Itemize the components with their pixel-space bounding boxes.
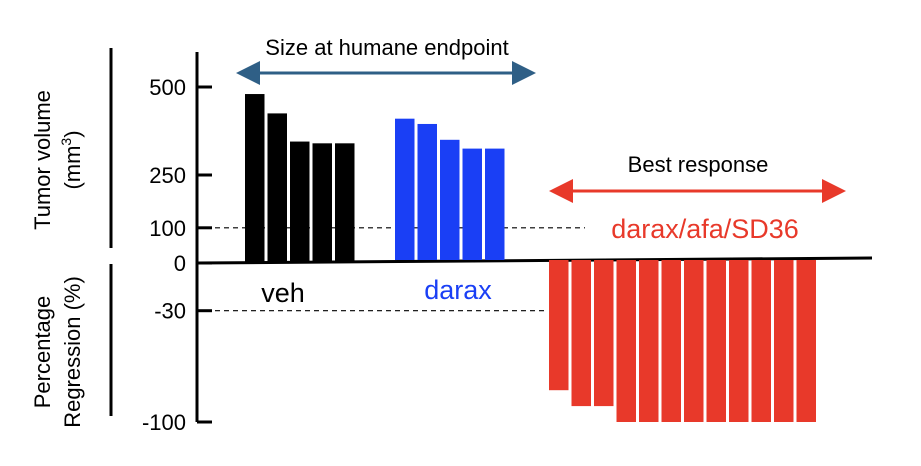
ylabel-bottom-line2: Regression (%) <box>60 276 85 428</box>
y-tick-label: 100 <box>149 216 186 241</box>
bar-veh <box>245 94 265 263</box>
bar-veh <box>335 143 355 263</box>
y-tick-label: 0 <box>174 251 186 276</box>
ylabel-bottom: Percentage Regression (%) <box>30 276 85 428</box>
group-label-darax: darax <box>424 275 492 305</box>
y-tick-label: -100 <box>142 410 186 435</box>
ylabel-top-line1: Tumor volume <box>30 90 55 230</box>
bar-darax <box>417 123 437 261</box>
y-ticks: 500 250 100 0 -30 -100 <box>142 75 212 435</box>
bar-darax-afa-sd36 <box>774 260 794 422</box>
bar-veh <box>312 143 332 263</box>
group-label-triple: darax/afa/SD36 <box>611 214 799 244</box>
bar-darax-afa-sd36 <box>549 260 569 391</box>
y-tick-label: 500 <box>149 75 186 100</box>
bar-darax <box>395 118 415 261</box>
bar-darax-afa-sd36 <box>616 260 636 422</box>
endpoint-annotation: Size at humane endpoint <box>265 35 508 60</box>
bar-darax-afa-sd36 <box>639 260 659 422</box>
bar-darax-afa-sd36 <box>706 260 726 422</box>
bar-veh <box>267 113 287 263</box>
bar-darax-afa-sd36 <box>594 260 614 407</box>
bar-darax-afa-sd36 <box>571 260 591 407</box>
ylabel-top-line2: (mm3) <box>58 130 85 189</box>
ylabel-top: Tumor volume (mm3) <box>30 90 85 230</box>
bar-veh <box>290 141 310 263</box>
bars <box>245 94 816 422</box>
response-annotation: Best response <box>628 152 769 177</box>
bar-darax <box>485 148 505 260</box>
y-tick-label: 250 <box>149 163 186 188</box>
bar-darax-afa-sd36 <box>751 260 771 422</box>
bar-darax-afa-sd36 <box>661 260 681 422</box>
bar-darax <box>440 139 460 260</box>
bar-darax <box>462 148 482 260</box>
bar-darax-afa-sd36 <box>729 260 749 422</box>
y-tick-label: -30 <box>154 299 186 324</box>
bar-darax-afa-sd36 <box>796 260 816 422</box>
group-label-veh: veh <box>261 278 305 308</box>
ylabel-bottom-line1: Percentage <box>30 296 55 409</box>
bar-darax-afa-sd36 <box>684 260 704 422</box>
